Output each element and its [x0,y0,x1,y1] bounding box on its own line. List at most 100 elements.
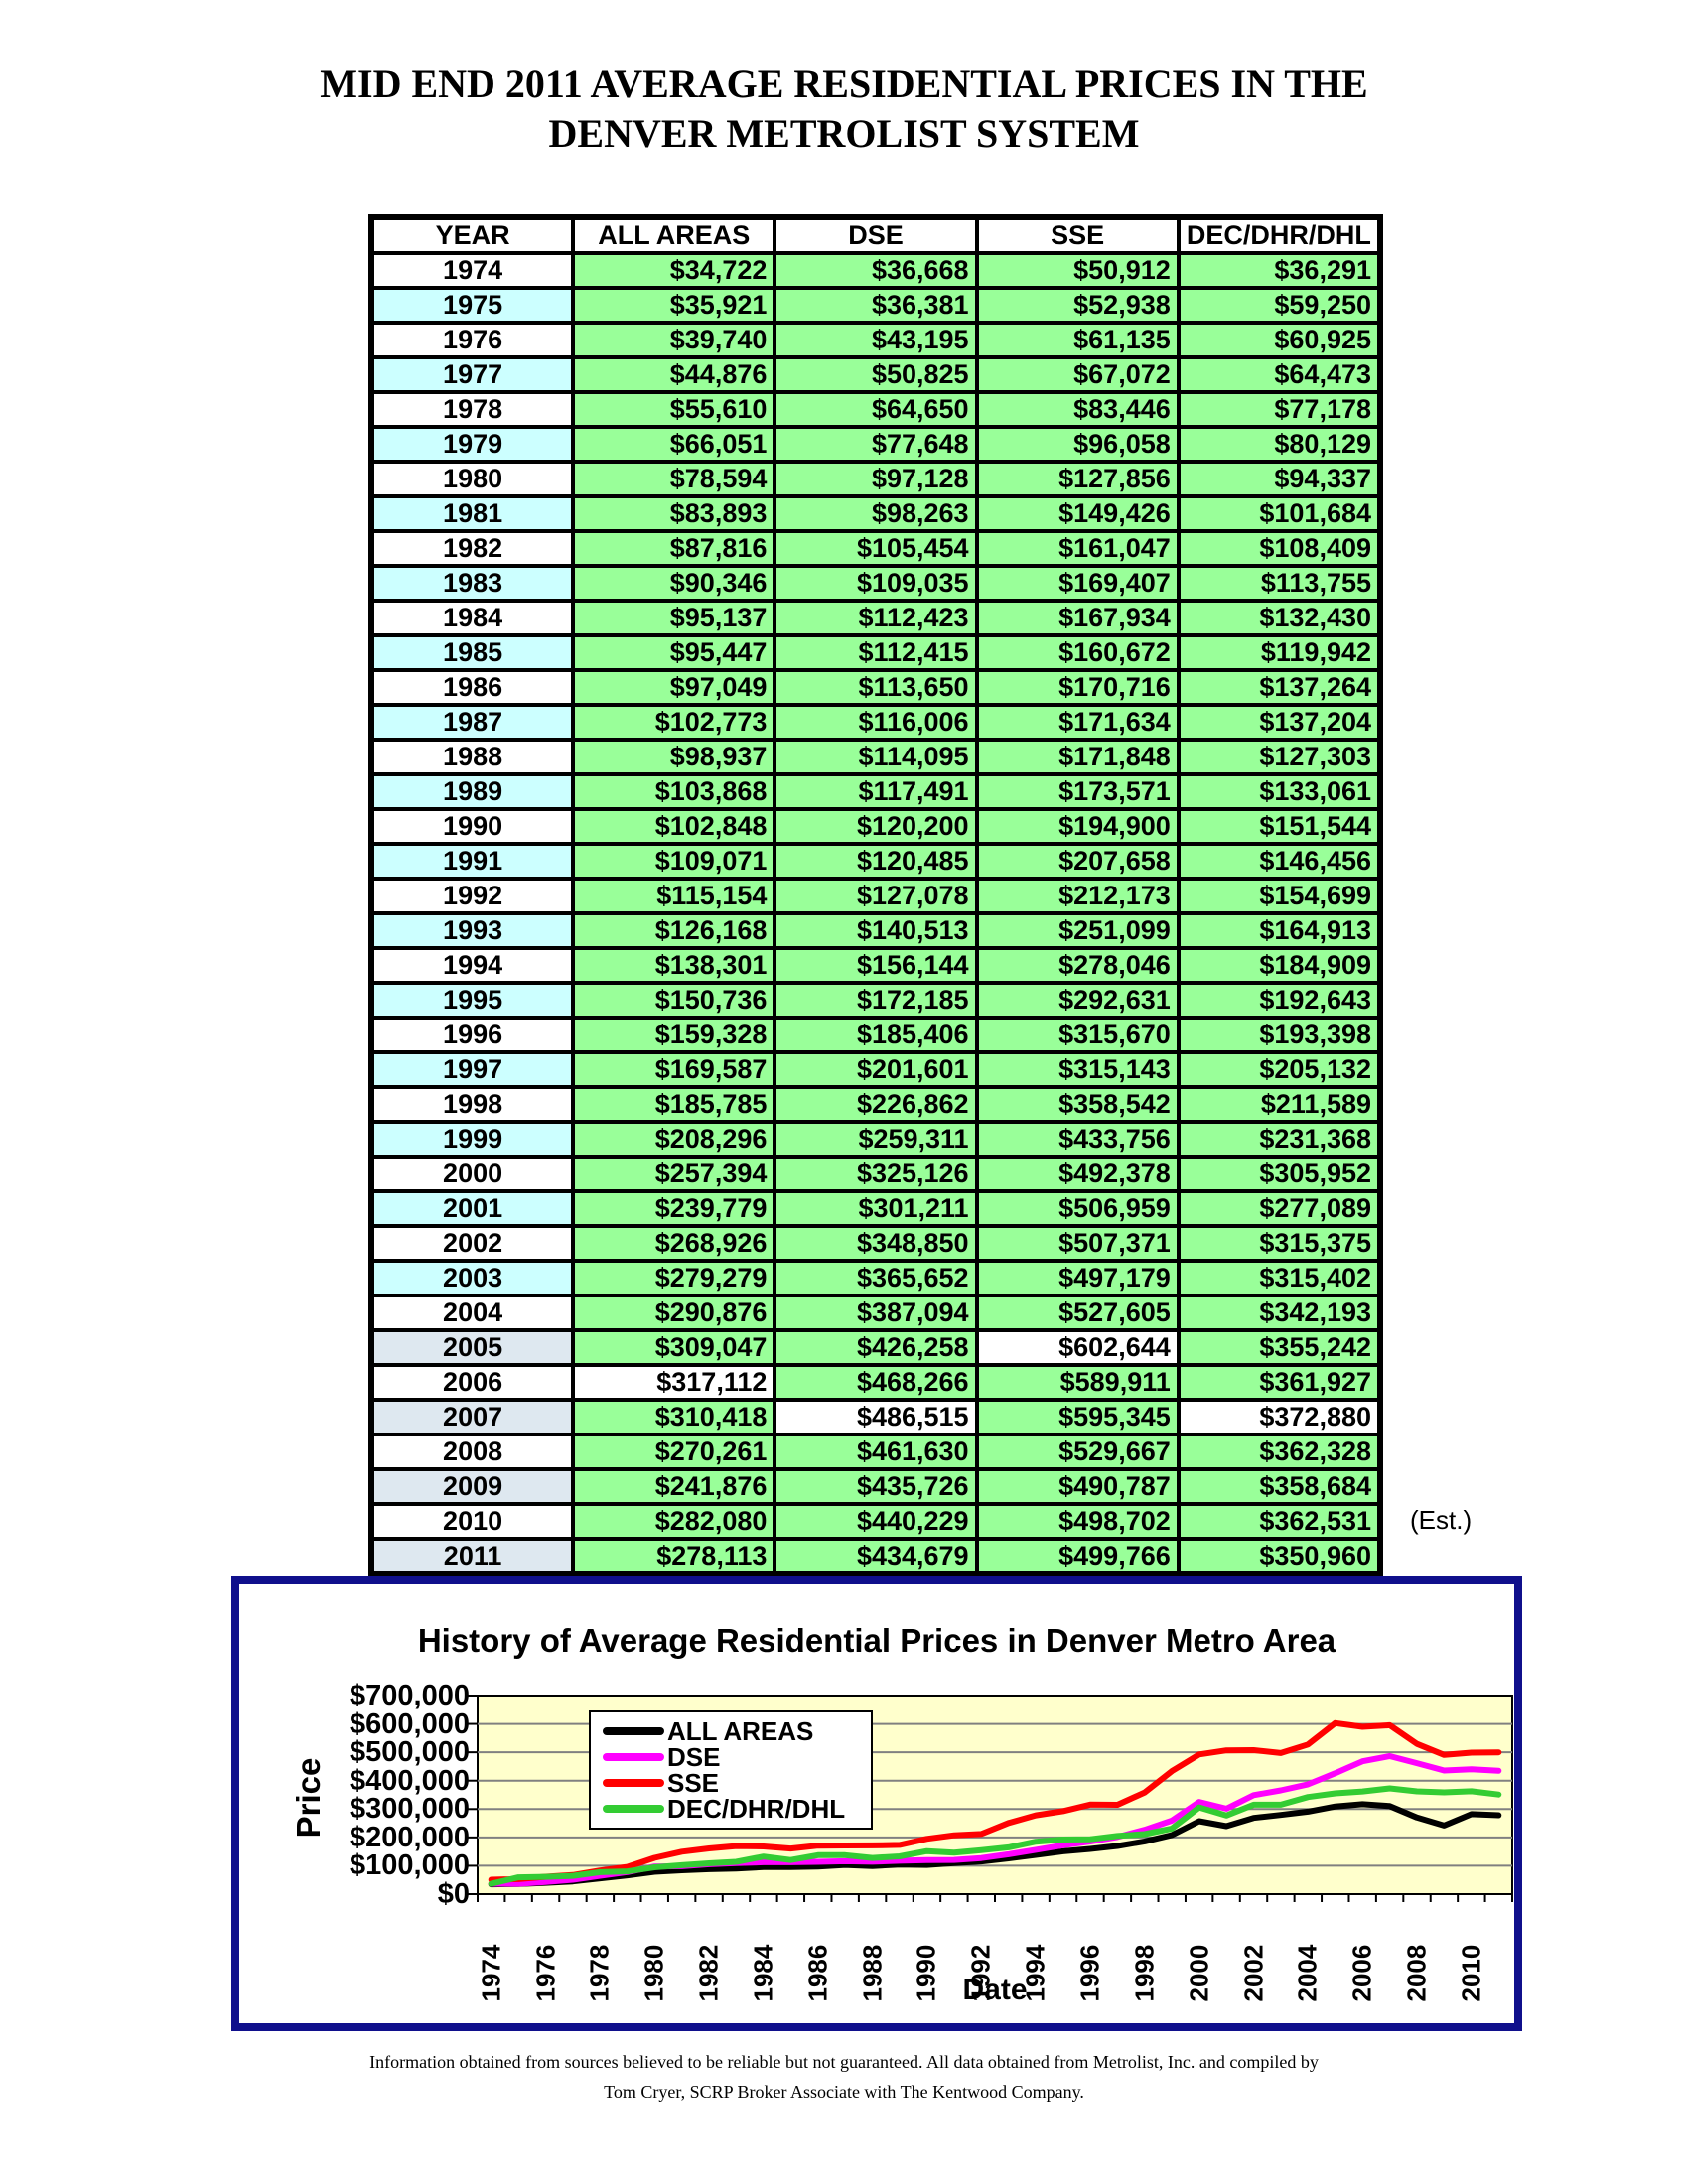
year-cell: 1985 [368,633,576,672]
table-row: 1978 $55,610 $64,650 $83,446 $77,178 [368,390,1383,429]
table-row: 1998 $185,785 $226,862 $358,542 $211,589 [368,1085,1383,1124]
table-row: 2007 $310,418 $486,515 $595,345 $372,880 [368,1398,1383,1436]
table-header-cell: ALL AREAS [571,215,777,255]
price-cell: $36,291 [1176,251,1383,290]
table-row: 2004 $290,876 $387,094 $527,605 $342,193 [368,1294,1383,1332]
price-cell: $90,346 [571,564,777,603]
price-cell: $282,080 [571,1502,777,1541]
residential-prices-table: YEAR ALL AREAS DSE SSE DEC/DHR/DHL 1974 $34,7… [368,214,1383,1577]
price-cell: $239,779 [571,1189,777,1228]
price-history-chart: History of Average Residential Prices in… [231,1576,1522,2031]
x-tick-label: 1976 [530,1944,561,2002]
price-cell: $119,942 [1176,633,1383,672]
y-tick-label: $0 [437,1878,470,1910]
year-cell: 1976 [368,321,576,359]
year-cell: 2002 [368,1224,576,1263]
legend-label: ALL AREAS [667,1715,814,1746]
y-tick-label: $500,000 [350,1736,470,1769]
year-cell: 2006 [368,1363,576,1402]
legend-item: ALL AREAS [603,1715,863,1746]
table-header-cell: DEC/DHR/DHL [1176,215,1383,255]
price-cell: $355,242 [1176,1328,1383,1367]
price-cell: $64,473 [1176,355,1383,394]
price-cell: $358,684 [1176,1467,1383,1506]
table-header-cell: SSE [974,215,1181,255]
table-row: 1979 $66,051 $77,648 $96,058 $80,129 [368,425,1383,464]
price-cell: $507,371 [974,1224,1181,1263]
price-cell: $94,337 [1176,460,1383,498]
price-cell: $361,927 [1176,1363,1383,1402]
legend-item: DEC/DHR/DHL [603,1794,863,1824]
y-axis-title: Price [290,1757,327,1839]
legend-line-swatch [603,1805,664,1813]
y-tick-label: $700,000 [350,1680,470,1711]
price-cell: $270,261 [571,1433,777,1471]
price-cell: $492,378 [974,1155,1181,1193]
price-cell: $372,880 [1176,1398,1383,1436]
price-cell: $95,447 [571,633,777,672]
x-tick-label: 1996 [1074,1944,1105,2002]
table-body: 1974 $34,722 $36,668 $50,912 $36,291 1975 $35,… [368,251,1383,1576]
price-cell: $59,250 [1176,286,1383,325]
price-cell: $277,089 [1176,1189,1383,1228]
price-cell: $589,911 [974,1363,1181,1402]
table-row: 2011 $278,113 $434,679 $499,766 $350,960 [368,1537,1383,1576]
price-cell: $171,634 [974,703,1181,742]
price-cell: $208,296 [571,1120,777,1159]
price-cell: $116,006 [773,703,979,742]
y-tick-label: $100,000 [350,1849,470,1882]
price-cell: $211,589 [1176,1085,1383,1124]
price-cell: $127,303 [1176,738,1383,776]
price-cell: $120,485 [773,842,979,881]
chart-title: History of Average Residential Prices in… [417,1622,1336,1659]
year-cell: 1979 [368,425,576,464]
price-cell: $251,099 [974,911,1181,950]
year-cell: 1984 [368,599,576,637]
page-title-line1: MID END 2011 AVERAGE RESIDENTIAL PRICES … [320,62,1368,106]
price-cell: $108,409 [1176,529,1383,568]
price-cell: $126,168 [571,911,777,950]
year-cell: 2005 [368,1328,576,1367]
price-cell: $184,909 [1176,946,1383,985]
x-tick-label: 2006 [1346,1944,1377,2002]
year-cell: 2004 [368,1294,576,1332]
price-cell: $309,047 [571,1328,777,1367]
table-header-row: YEAR ALL AREAS DSE SSE DEC/DHR/DHL [368,215,1383,255]
price-cell: $50,912 [974,251,1181,290]
table-row: 2001 $239,779 $301,211 $506,959 $277,089 [368,1189,1383,1228]
y-tick-label: $400,000 [350,1764,470,1797]
price-cell: $350,960 [1176,1537,1383,1576]
price-cell: $362,328 [1176,1433,1383,1471]
x-tick-label: 2008 [1401,1944,1432,2002]
price-cell: $348,850 [773,1224,979,1263]
series-line-all-areas [488,1801,1502,1888]
x-tick-label: 1980 [638,1944,669,2002]
price-cell: $80,129 [1176,425,1383,464]
price-cell: $278,046 [974,946,1181,985]
year-cell: 1978 [368,390,576,429]
table-row: 1992 $115,154 $127,078 $212,173 $154,699 [368,877,1383,915]
x-tick-label: 2000 [1184,1944,1214,2002]
series-line-sse [488,1719,1502,1883]
price-cell: $433,756 [974,1120,1181,1159]
price-cell: $207,658 [974,842,1181,881]
price-cell: $109,035 [773,564,979,603]
price-cell: $231,368 [1176,1120,1383,1159]
year-cell: 1992 [368,877,576,915]
table-row: 2005 $309,047 $426,258 $602,644 $355,242 [368,1328,1383,1367]
table-row: 1974 $34,722 $36,668 $50,912 $36,291 [368,251,1383,290]
price-cell: $325,126 [773,1155,979,1193]
price-cell: $95,137 [571,599,777,637]
x-tick-label: 1984 [748,1944,778,2002]
price-cell: $499,766 [974,1537,1181,1576]
x-tick-label: 1982 [693,1944,724,2002]
footer-line1: Information obtained from sources believ… [369,2052,1319,2072]
price-cell: $201,601 [773,1050,979,1089]
price-cell: $301,211 [773,1189,979,1228]
price-cell: $468,266 [773,1363,979,1402]
year-cell: 1990 [368,807,576,846]
year-cell: 1993 [368,911,576,950]
price-cell: $506,959 [974,1189,1181,1228]
table-row: 1980 $78,594 $97,128 $127,856 $94,337 [368,460,1383,498]
